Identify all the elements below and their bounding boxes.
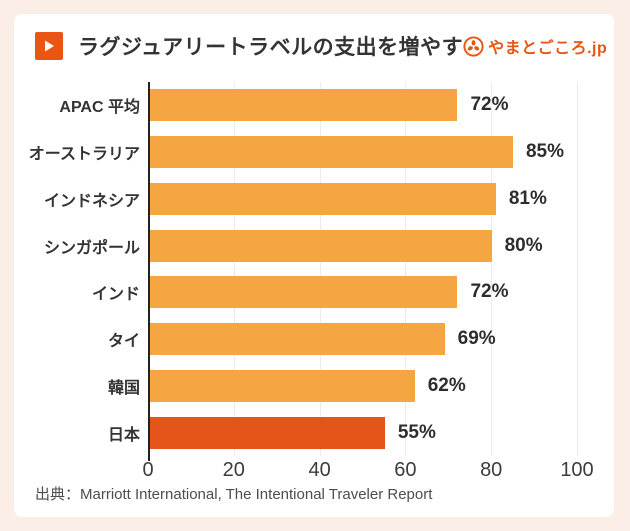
- play-triangle-icon: [45, 40, 54, 52]
- category-label: シンガポール: [43, 239, 140, 257]
- site-logo-text: やまとごころ.jp: [488, 40, 608, 57]
- gridline: [491, 82, 493, 456]
- x-tick-label: 60: [394, 459, 417, 481]
- gridline: [233, 82, 235, 456]
- bar-row: 72%: [150, 269, 577, 316]
- logo-emblem-icon: [463, 35, 484, 57]
- header: ラグジュアリートラベルの支出を増やす やまとごころ.jp: [35, 32, 607, 60]
- chart-card: ラグジュアリートラベルの支出を増やす やまとごころ.jp APAC 平均オースト…: [14, 14, 614, 517]
- x-axis-labels: 0 20 40 60 80 100: [142, 458, 593, 482]
- bar: [150, 89, 458, 122]
- bar-value-label: 80%: [504, 234, 543, 256]
- category-label: タイ: [107, 333, 140, 351]
- x-tick-label: 100: [560, 459, 594, 481]
- bar-row: 69%: [150, 316, 577, 363]
- category-label: インドネシア: [43, 192, 140, 210]
- bar-value-label: 72%: [470, 281, 509, 303]
- x-tick-label: 0: [142, 459, 154, 481]
- play-icon: [35, 32, 63, 60]
- site-logo: やまとごころ.jp: [463, 34, 607, 58]
- bar: [150, 416, 385, 449]
- gridline: [577, 82, 578, 456]
- x-tick-label: 20: [222, 459, 245, 481]
- page-title: ラグジュアリートラベルの支出を増やす: [78, 36, 464, 59]
- bar-row: 80%: [150, 222, 577, 269]
- bar-value-label: 81%: [508, 187, 547, 209]
- y-axis-line: [148, 82, 150, 461]
- bar-value-label: 55%: [397, 421, 436, 443]
- category-labels: APAC 平均オーストラリアインドネシア シンガポールインドタイ韓国日本: [14, 82, 140, 456]
- category-label: インド: [91, 286, 140, 304]
- bar: [150, 182, 496, 215]
- bar-rows: 72% 85% 81% 80% 72% 69% 62% 55%: [148, 82, 577, 456]
- bar-value-label: 69%: [457, 328, 496, 350]
- category-label: 韓国: [107, 379, 140, 397]
- gridlines: [148, 82, 578, 456]
- source-note: 出典：Marriott International, The Intention…: [35, 486, 433, 503]
- bar: [150, 369, 415, 402]
- bar-row: 81%: [150, 176, 577, 223]
- bar-row: 72%: [150, 82, 577, 129]
- bar: [150, 136, 513, 169]
- bar: [150, 323, 445, 356]
- bar: [150, 276, 458, 309]
- bar-row: 85%: [150, 129, 577, 176]
- category-label: 日本: [107, 426, 140, 444]
- gridline: [405, 82, 407, 456]
- bar-value-label: 62%: [427, 374, 466, 396]
- gridline: [319, 82, 321, 456]
- x-tick-label: 40: [308, 459, 331, 481]
- bar-row: 62%: [150, 363, 577, 410]
- bar-value-label: 72%: [470, 94, 509, 116]
- plot-area: 72% 85% 81% 80% 72% 69% 62% 55%: [148, 82, 578, 461]
- bar-row: 55%: [150, 409, 577, 456]
- bar: [150, 229, 492, 262]
- bar-value-label: 85%: [525, 141, 564, 163]
- category-label: オーストラリア: [28, 146, 140, 164]
- category-label: APAC 平均: [59, 99, 140, 117]
- x-tick-label: 80: [480, 459, 503, 481]
